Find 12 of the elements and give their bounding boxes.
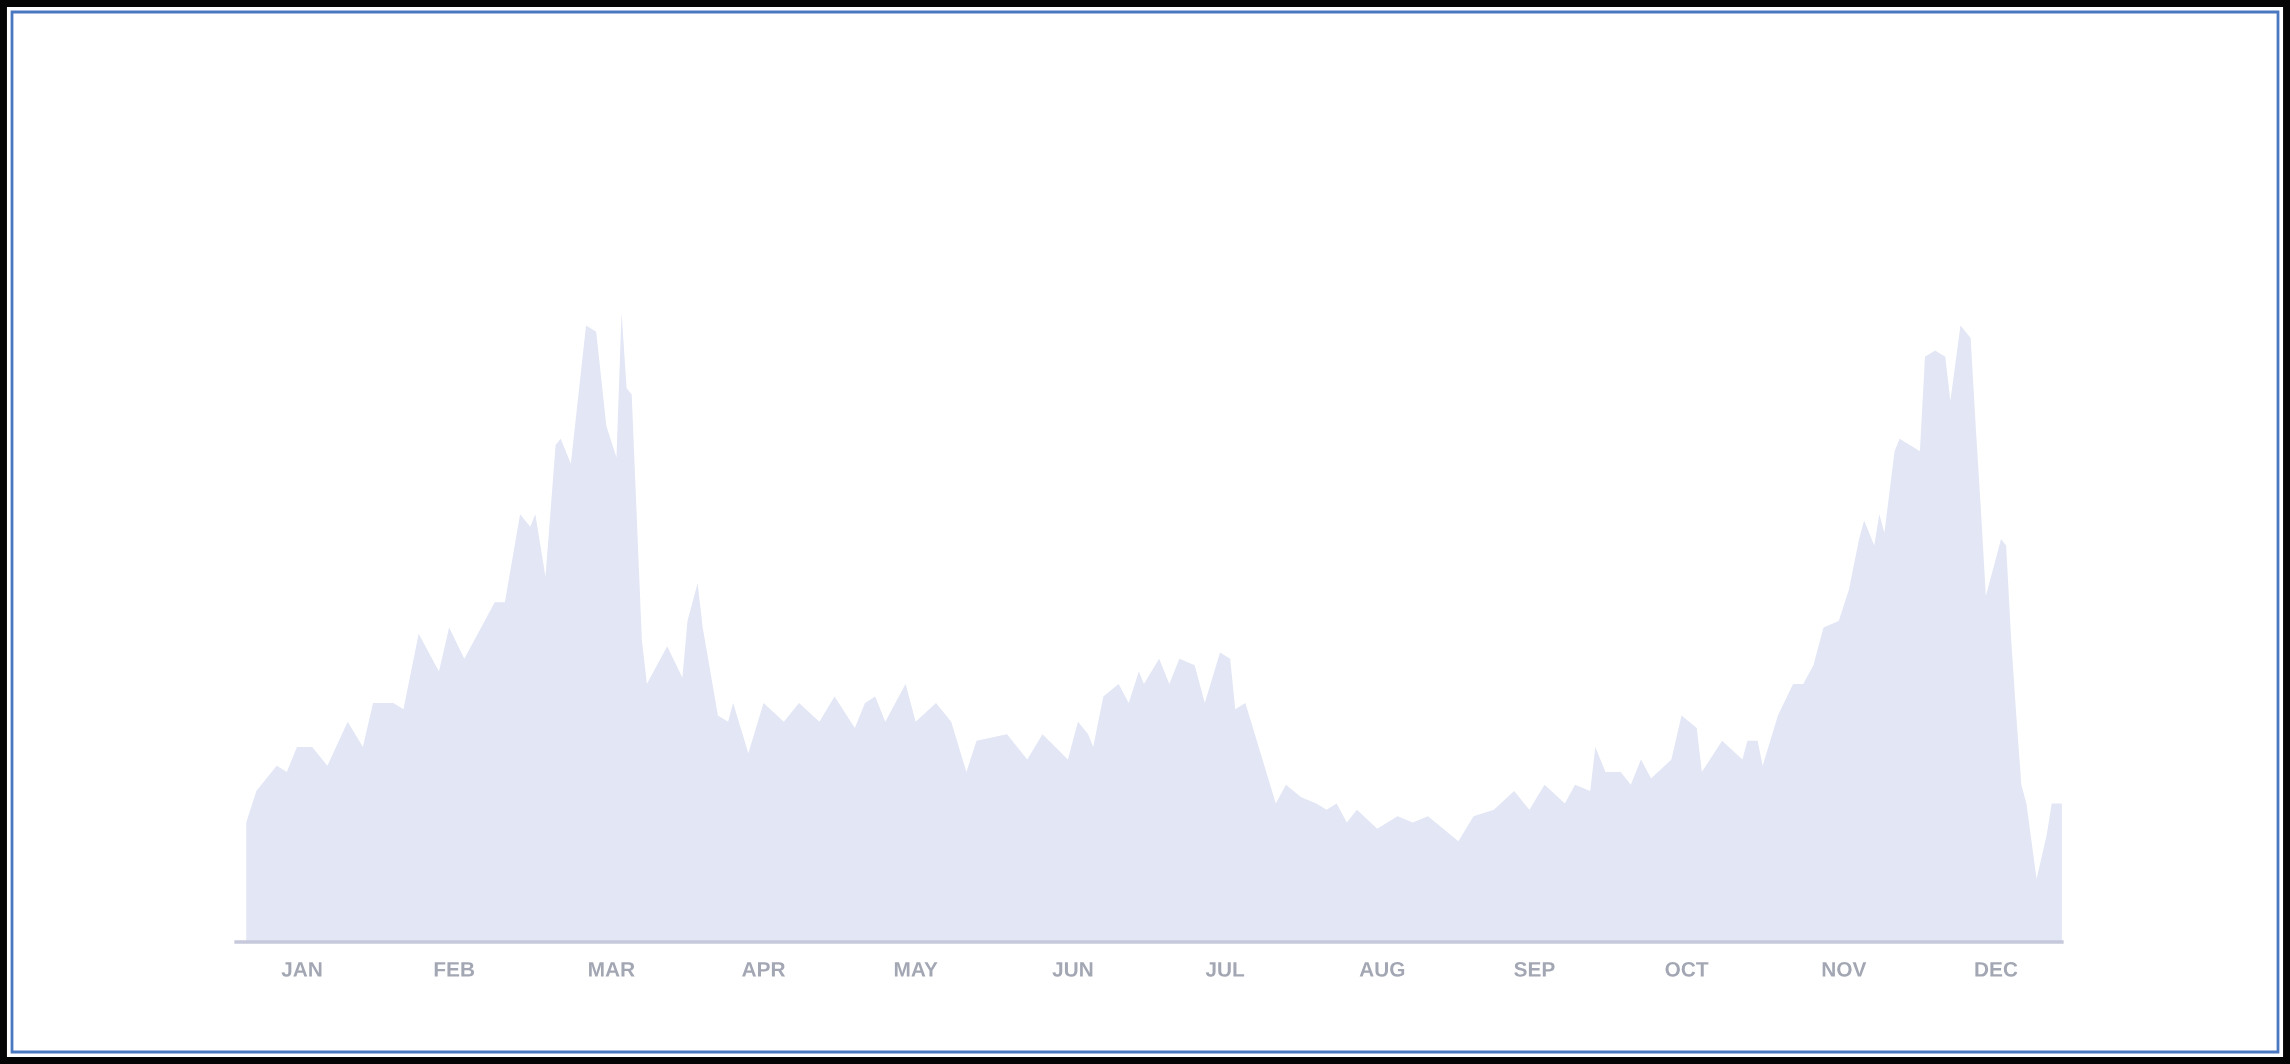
- x-tick-label: JAN: [281, 962, 322, 977]
- x-tick-label: OCT: [1665, 961, 1709, 977]
- x-tick-label: DEC: [1975, 961, 2018, 977]
- x-tick-label: APR: [742, 962, 786, 977]
- x-tick-label: SEP: [1514, 961, 1555, 977]
- x-tick-label: NOV: [1822, 961, 1867, 977]
- x-tick-label: JUL: [1205, 962, 1245, 977]
- x-tick-label: AUG: [1359, 961, 1405, 977]
- x-tick-label: MAR: [589, 962, 635, 977]
- x-tick-label: JUN: [1052, 962, 1093, 977]
- x-tick-label: MAY: [894, 962, 938, 977]
- x-tick-label: FEB: [434, 962, 475, 977]
